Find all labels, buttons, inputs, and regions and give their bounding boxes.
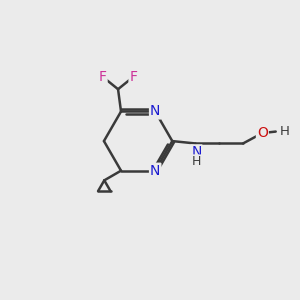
Text: H: H [279, 125, 289, 138]
Text: O: O [257, 126, 268, 140]
Text: H: H [192, 155, 201, 168]
Text: N: N [191, 146, 202, 159]
Text: N: N [150, 164, 160, 178]
Text: N: N [150, 104, 160, 118]
Text: F: F [130, 70, 137, 84]
Text: F: F [99, 70, 106, 84]
